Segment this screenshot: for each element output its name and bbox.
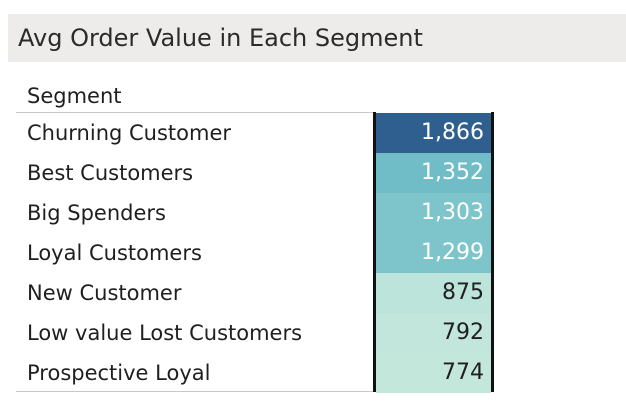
segment-label: New Customer [27, 281, 182, 305]
value-column-right-border [491, 112, 494, 392]
chart-title: Avg Order Value in Each Segment [18, 24, 423, 52]
segment-column-header: Segment [27, 84, 122, 108]
value-label: 1,303 [421, 200, 484, 225]
value-cell: 1,866 [376, 113, 491, 153]
segment-label: Low value Lost Customers [27, 321, 303, 345]
header-divider [16, 112, 373, 113]
value-label: 1,352 [421, 160, 484, 185]
segment-label: Big Spenders [27, 201, 166, 225]
value-cell: 774 [376, 353, 491, 393]
value-label: 1,299 [421, 240, 484, 265]
value-column-left-border [373, 112, 376, 392]
value-cell: 1,303 [376, 193, 491, 233]
value-cell: 1,299 [376, 233, 491, 273]
segment-label: Churning Customer [27, 121, 232, 145]
chart-title-bar: Avg Order Value in Each Segment [8, 14, 626, 62]
value-label: 792 [442, 320, 484, 345]
value-cell: 792 [376, 313, 491, 353]
table-bottom-divider [16, 391, 373, 392]
value-label: 774 [442, 360, 484, 385]
segment-label: Loyal Customers [27, 241, 202, 265]
value-cell: 1,352 [376, 153, 491, 193]
segment-label: Best Customers [27, 161, 194, 185]
value-cell: 875 [376, 273, 491, 313]
segment-label: Prospective Loyal [27, 361, 211, 385]
value-label: 1,866 [421, 120, 484, 145]
value-label: 875 [442, 280, 484, 305]
